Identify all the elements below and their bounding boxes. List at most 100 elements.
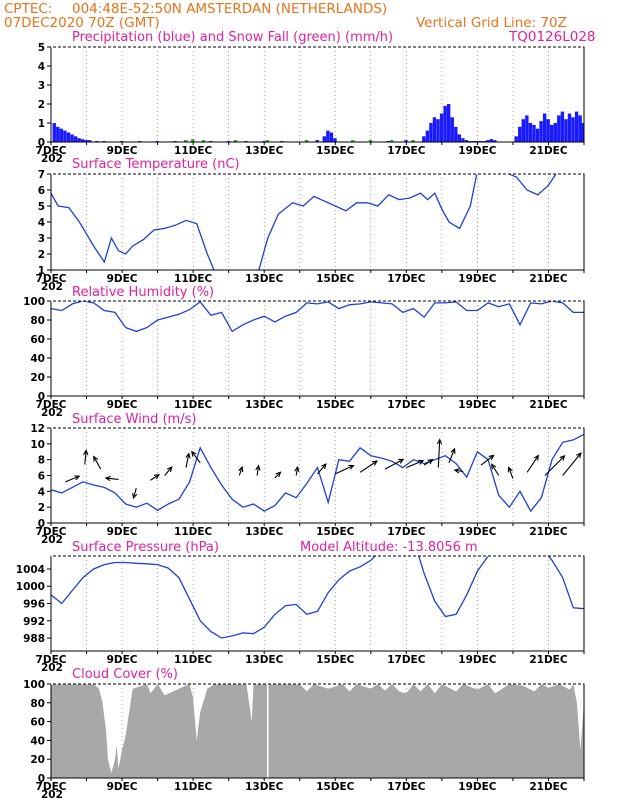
cloud-plot-area <box>51 684 584 778</box>
pres-x-tick-label: 19DEC <box>458 654 497 666</box>
wind-y-tick-label: 10 <box>30 439 45 451</box>
precip-x-tick-label: 21DEC <box>529 145 568 157</box>
pres-y-tick-label: 996 <box>23 599 45 611</box>
wind-y-tick-label: 6 <box>38 471 45 483</box>
precip-x-tick-label: 11DEC <box>174 145 213 157</box>
precip-x-tick-label: 13DEC <box>245 145 284 157</box>
rh-x-tick-label: 7DEC <box>36 399 67 411</box>
wind-arrow <box>406 460 424 469</box>
precip-year-stub: 202 <box>41 153 63 165</box>
temp-y-tick-label: 4 <box>38 217 45 229</box>
precip-bar <box>66 132 71 142</box>
precip-bar <box>329 132 334 142</box>
wind-x-tick-label: 13DEC <box>245 526 284 538</box>
pres-series-line <box>51 556 584 639</box>
precip-bar <box>184 140 188 142</box>
rh-x-tick-label: 9DEC <box>107 399 138 411</box>
wind-series-line <box>51 433 584 513</box>
temp-y-tick-label: 3 <box>38 233 45 245</box>
precip-bar <box>304 140 309 142</box>
precip-bar <box>461 138 465 142</box>
wind-arrow <box>526 455 539 473</box>
header-location: 004:48E-52:50N AMSTERDAN (NETHERLANDS) <box>72 1 388 17</box>
rh-title: Relative Humidity (%) <box>72 285 214 300</box>
rh-y-tick-label: 80 <box>30 315 45 327</box>
wind-arrow <box>84 450 87 465</box>
wind-arrow <box>384 458 404 470</box>
cloud-y-tick-label: 60 <box>30 717 45 729</box>
cloud-year-stub: 202 <box>41 789 63 800</box>
cloud-y-tick-label: 40 <box>30 735 45 747</box>
precip-bar <box>439 113 444 142</box>
precip-bar <box>528 123 533 142</box>
rh-y-tick-label: 60 <box>30 334 45 346</box>
wind-x-tick-label: 7DEC <box>36 526 67 538</box>
pres-year-stub: 202 <box>41 662 63 674</box>
wind-arrow <box>274 471 281 479</box>
precip-bar <box>525 115 529 142</box>
wind-arrow <box>335 465 354 475</box>
precip-bar <box>574 111 579 142</box>
temp-x-tick-label: 17DEC <box>387 273 426 285</box>
wind-arrow-head <box>74 475 81 481</box>
rh-x-tick-label: 13DEC <box>245 399 284 411</box>
wind-arrow <box>423 459 433 466</box>
wind-arrow <box>238 466 243 476</box>
cloud-y-tick-label: 80 <box>30 698 45 710</box>
cloud-y-tick-label: 20 <box>30 754 45 766</box>
wind-arrow <box>437 439 441 468</box>
precip-bar <box>557 115 561 142</box>
precip-bar <box>368 140 373 142</box>
precip-bar <box>73 136 78 142</box>
wind-y-tick-label: 12 <box>30 423 45 435</box>
cloud-x-tick-label: 17DEC <box>387 781 426 793</box>
precip-bar <box>493 140 497 142</box>
precip-bar <box>564 119 568 142</box>
wind-arrow <box>93 456 102 470</box>
precip-bar <box>446 104 451 142</box>
wind-arrow-head <box>488 454 495 461</box>
wind-arrow <box>256 465 260 476</box>
wind-arrow-head <box>83 449 89 456</box>
precip-title: Precipitation (blue) and Snow Fall (gree… <box>72 30 393 45</box>
precip-bar <box>52 123 56 142</box>
wind-plot-area <box>51 428 584 523</box>
wind-y-tick-label: 0 <box>38 518 45 530</box>
wind-arrow-head <box>93 455 99 462</box>
precip-bar <box>315 140 319 142</box>
header-grid-line: Vertical Grid Line: 70Z <box>416 15 567 31</box>
wind-arrow-head <box>153 473 160 480</box>
wind-x-tick-label: 9DEC <box>107 526 138 538</box>
precip-bar <box>429 123 433 142</box>
rh-y-tick-label: 40 <box>30 353 45 365</box>
precip-bar <box>59 128 64 142</box>
rh-y-tick-label: 0 <box>38 391 45 403</box>
precip-x-tick-label: 15DEC <box>316 145 355 157</box>
precip-y-tick-label: 1 <box>38 118 45 130</box>
temp-y-tick-label: 1 <box>38 265 45 277</box>
precip-bar <box>432 117 437 142</box>
precip-bar <box>404 140 408 142</box>
precip-bar <box>489 139 494 142</box>
cloud-x-tick-label: 7DEC <box>36 781 67 793</box>
wind-arrow-head <box>321 463 327 470</box>
wind-frame <box>50 427 585 524</box>
precip-bar <box>422 136 426 142</box>
header-init-time: 07DEC2020 70Z (GMT) <box>4 15 160 31</box>
pres-title: Surface Pressure (hPa) <box>72 540 219 555</box>
temp-frame <box>50 173 585 271</box>
wind-arrow <box>164 466 173 476</box>
pres-x-tick-label: 11DEC <box>174 654 213 666</box>
precip-bar <box>63 130 67 142</box>
wind-arrow-head <box>275 471 282 478</box>
cloud-title: Cloud Cover (%) <box>72 667 178 682</box>
pres-x-tick-label: 7DEC <box>36 654 67 666</box>
wind-arrow-head <box>427 458 434 465</box>
precip-bar <box>514 136 518 142</box>
pres-y-tick-label: 988 <box>23 633 45 645</box>
wind-arrow-head <box>453 468 460 474</box>
precip-bar <box>580 123 584 142</box>
precip-bar <box>560 111 565 142</box>
precip-bar <box>333 138 337 142</box>
rh-plot-area <box>51 301 584 396</box>
